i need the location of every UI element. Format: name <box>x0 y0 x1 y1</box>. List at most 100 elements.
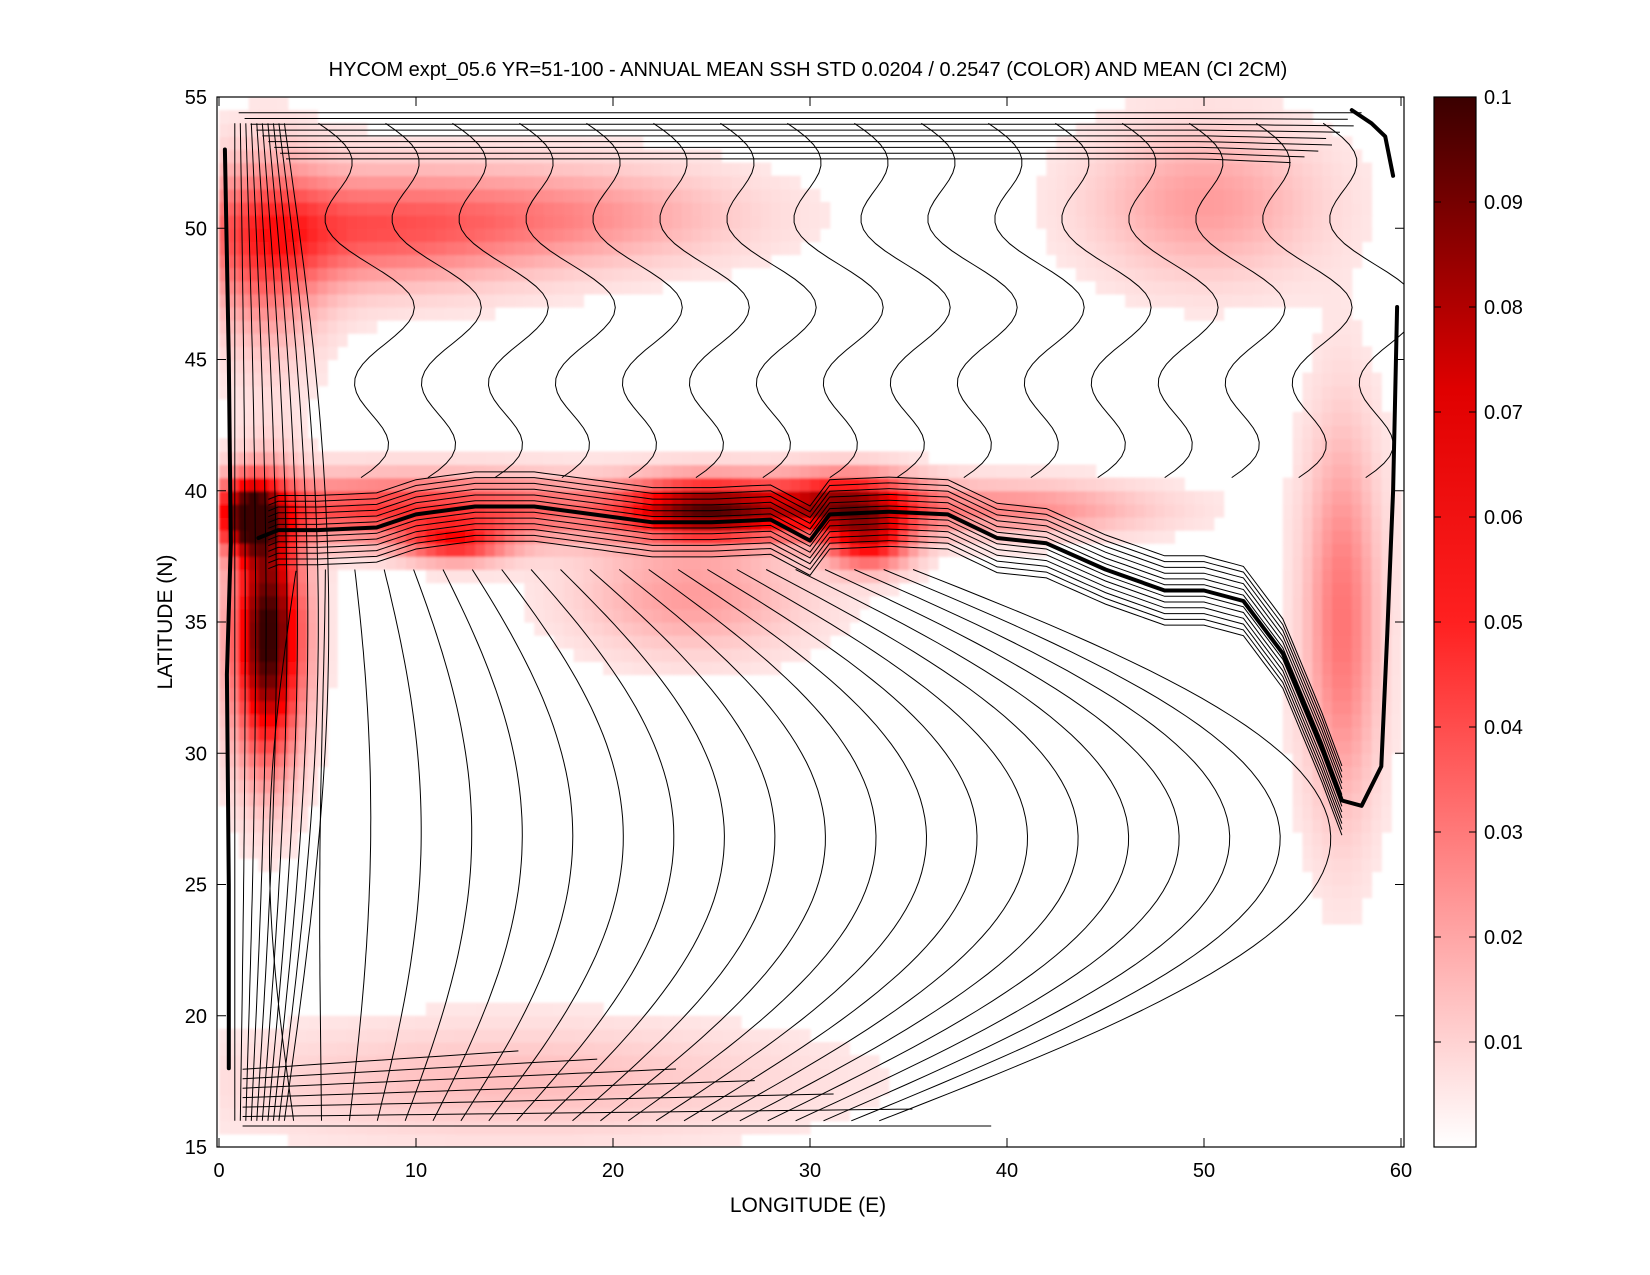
heatmap-cell <box>219 1107 230 1122</box>
heatmap-cell <box>366 241 378 256</box>
heatmap-cell <box>701 175 713 190</box>
heatmap-cell <box>632 451 644 466</box>
heatmap-cell <box>563 162 575 177</box>
heatmap-cell <box>484 254 496 269</box>
heatmap-cell <box>652 202 663 216</box>
heatmap-cell <box>1194 503 1205 518</box>
heatmap-cell <box>287 254 299 269</box>
heatmap-cell <box>1341 385 1353 400</box>
heatmap-cell <box>1253 162 1264 177</box>
heatmap-cell <box>1361 569 1373 584</box>
heatmap-cell <box>327 333 338 347</box>
heatmap-cell <box>327 661 338 676</box>
heatmap-cell <box>268 385 279 400</box>
heatmap-cell <box>819 556 831 571</box>
heatmap-cell <box>1095 530 1107 544</box>
heatmap-cell <box>445 215 456 229</box>
heatmap-cell <box>1154 477 1166 492</box>
heatmap-cell <box>1312 622 1323 636</box>
heatmap-cell <box>1056 241 1067 256</box>
heatmap-cell <box>879 1068 890 1082</box>
heatmap-cell <box>238 490 250 505</box>
heatmap-cell <box>642 608 653 623</box>
heatmap-cell <box>652 228 663 242</box>
heatmap-cell <box>741 464 752 479</box>
heatmap-cell <box>1341 333 1353 347</box>
heatmap-cell <box>1341 267 1353 282</box>
heatmap-cell <box>652 280 663 295</box>
heatmap-cell <box>1085 202 1097 216</box>
heatmap-cell <box>1332 622 1343 636</box>
heatmap-cell <box>268 320 279 334</box>
heatmap-cell <box>425 162 437 177</box>
heatmap-cell <box>662 1133 673 1147</box>
ssh-contour <box>269 570 297 1121</box>
heatmap-cell <box>1351 766 1363 781</box>
heatmap-cell <box>1341 188 1353 203</box>
heatmap-cell <box>1292 727 1304 741</box>
heatmap-cell <box>228 136 240 151</box>
heatmap-cell <box>524 556 535 571</box>
heatmap-cell <box>366 543 378 557</box>
heatmap-cell <box>258 1028 269 1043</box>
heatmap-cell <box>1322 818 1333 833</box>
heatmap-cell <box>1312 608 1323 623</box>
heatmap-cell <box>1361 845 1373 859</box>
heatmap-cell <box>573 202 585 216</box>
heatmap-cell <box>455 543 466 557</box>
heatmap-cell <box>248 569 259 584</box>
colorbar-tick-label: 0.06 <box>1484 507 1523 529</box>
heatmap-cell <box>721 490 732 505</box>
heatmap-cell <box>967 477 979 492</box>
heatmap-cell <box>1361 490 1373 505</box>
heatmap-cell <box>465 490 476 505</box>
heatmap-cell <box>1194 97 1205 111</box>
heatmap-cell <box>228 293 240 308</box>
heatmap-cell <box>632 477 644 492</box>
heatmap-cell <box>1312 832 1323 846</box>
heatmap-cell <box>1322 556 1333 571</box>
heatmap-cell <box>622 543 634 557</box>
heatmap-cell <box>672 1133 683 1147</box>
heatmap-cell <box>416 202 427 216</box>
heatmap-cell <box>1056 530 1067 544</box>
heatmap-cell <box>287 372 299 387</box>
heatmap-cell <box>780 188 791 203</box>
heatmap-cell <box>228 1068 240 1082</box>
heatmap-cell <box>1095 254 1107 269</box>
heatmap-cell <box>238 175 250 190</box>
heatmap-cell <box>642 280 653 295</box>
heatmap-cell <box>278 412 289 426</box>
heatmap-cell <box>1144 254 1156 269</box>
heatmap-cell <box>711 464 722 479</box>
heatmap-cell <box>278 162 289 177</box>
heatmap-cell <box>1381 687 1392 702</box>
heatmap-cell <box>1391 530 1402 544</box>
ssh-mean-contours <box>222 108 1404 1127</box>
heatmap-cell <box>770 1068 781 1082</box>
heatmap-cell <box>238 123 250 137</box>
heatmap-cell <box>1302 162 1313 177</box>
heatmap-cell <box>1341 451 1353 466</box>
heatmap-cell <box>1125 228 1136 242</box>
heatmap-cell <box>622 1107 634 1122</box>
heatmap-cell <box>248 333 259 347</box>
heatmap-cell <box>524 175 535 190</box>
heatmap-cell <box>770 608 781 623</box>
heatmap-cell <box>406 1068 417 1082</box>
heatmap-cell <box>1312 543 1323 557</box>
heatmap-cell <box>1332 359 1343 374</box>
heatmap-cell <box>317 188 328 203</box>
heatmap-cell <box>1322 543 1333 557</box>
heatmap-cell <box>652 1133 663 1147</box>
heatmap-cell <box>307 477 319 492</box>
heatmap-cell <box>603 1094 614 1109</box>
heatmap-cell <box>504 1133 516 1147</box>
heatmap-cell <box>297 320 309 334</box>
heatmap-cell <box>544 202 555 216</box>
heatmap-cell <box>731 477 742 492</box>
heatmap-cell <box>1351 490 1363 505</box>
heatmap-cell <box>1046 241 1057 256</box>
heatmap-cell <box>691 661 703 676</box>
heatmap-cell <box>455 1094 466 1109</box>
